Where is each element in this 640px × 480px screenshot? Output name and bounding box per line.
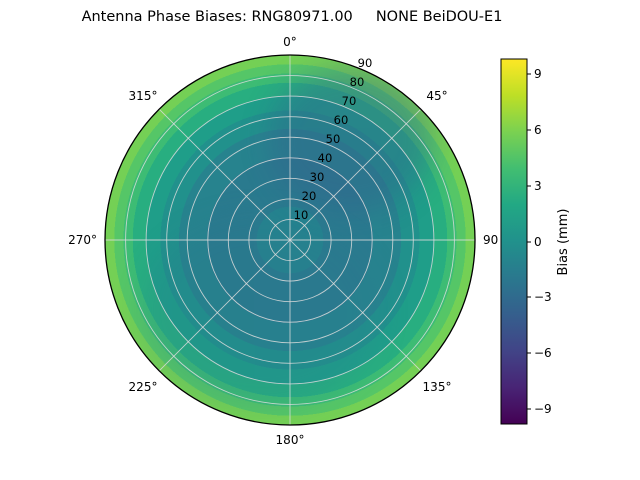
colorbar-tick-label: −9 xyxy=(534,402,552,416)
colorbar-tick-label: 9 xyxy=(534,67,542,81)
radial-tick-label: 90 xyxy=(358,56,373,70)
radial-tick-label: 30 xyxy=(310,170,325,184)
radial-tick-label: 20 xyxy=(302,189,317,203)
radial-tick-label: 40 xyxy=(318,151,333,165)
angular-tick-label: 90 xyxy=(483,233,498,247)
chart-title: Antenna Phase Biases: RNG80971.00 NONE B… xyxy=(81,9,503,25)
colorbar-tick-label: −3 xyxy=(534,290,552,304)
angular-tick-label: 0° xyxy=(283,35,297,49)
colorbar-tick-label: 0 xyxy=(534,235,542,249)
colorbar-ticks xyxy=(527,73,531,410)
angular-tick-label: 315° xyxy=(129,89,158,103)
polar-grid-spoke xyxy=(158,108,422,372)
polar-boundary xyxy=(104,54,476,426)
colorbar-tick-label: −6 xyxy=(534,346,552,360)
radial-tick-label: 50 xyxy=(326,132,341,146)
colorbar-axis-label: Bias (mm) xyxy=(556,209,571,276)
low-bias-patch xyxy=(268,68,432,212)
angular-tick-label: 135° xyxy=(423,380,452,394)
colorbar-tick-label: 6 xyxy=(534,123,542,137)
angular-tick-label: 180° xyxy=(276,433,305,447)
polar-grid xyxy=(105,55,475,425)
radial-tick-label: 70 xyxy=(342,94,357,108)
angular-tick-label: 270° xyxy=(68,233,97,247)
angular-tick-label: 225° xyxy=(129,380,158,394)
radial-tick-label: 60 xyxy=(334,113,349,127)
low-bias-patch-secondary xyxy=(142,215,382,405)
radial-tick-label: 10 xyxy=(294,208,309,222)
radial-tick-label: 80 xyxy=(350,75,365,89)
colorbar-tick-label: 3 xyxy=(534,179,542,193)
angular-tick-label: 45° xyxy=(426,89,447,103)
colorbar xyxy=(500,58,528,425)
